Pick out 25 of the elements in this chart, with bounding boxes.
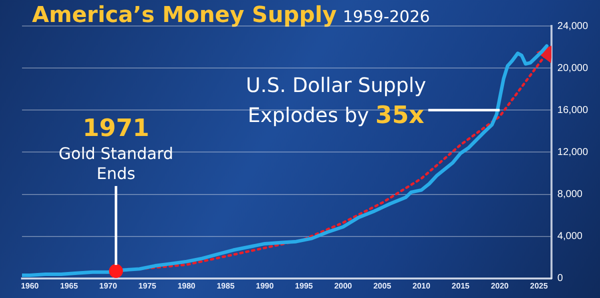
x-tick-label: 2000 [334,281,353,290]
x-tick-label: 1990 [256,281,274,290]
x-tick-label: 2020 [490,281,510,290]
x-tick-label: 1975 [138,281,157,290]
x-tick-label: 2015 [452,281,470,290]
y-tick-label: 0 [557,273,564,284]
x-tick-label: 1960 [20,281,40,290]
y-tick-label: 16,000 [557,104,588,116]
chart-subtitle: 1959-2026 [342,7,430,26]
x-tick-label: 1965 [60,281,78,290]
y-tick-label: 12,000 [557,146,588,158]
chart-title: America’s Money Supply [32,3,337,28]
y-tick-label: 4,000 [557,231,583,242]
x-tick-label: 2025 [530,281,548,290]
y-tick-label: 24,000 [557,20,588,32]
x-tick-label: 1985 [216,281,236,290]
annotation: U.S. Dollar Supply Explodes by 35x [246,73,426,129]
x-tick-label: 2010 [412,281,431,290]
y-tick-label: 8,000 [557,189,583,200]
x-tick-label: 2005 [373,281,392,290]
x-tick-label: 1980 [178,281,196,290]
y-tick-label: 20,000 [557,62,588,74]
annotation: 1971 Gold Standard Ends [58,114,174,184]
x-tick-label: 1970 [99,281,118,290]
x-tick-label: 1995 [295,281,314,290]
